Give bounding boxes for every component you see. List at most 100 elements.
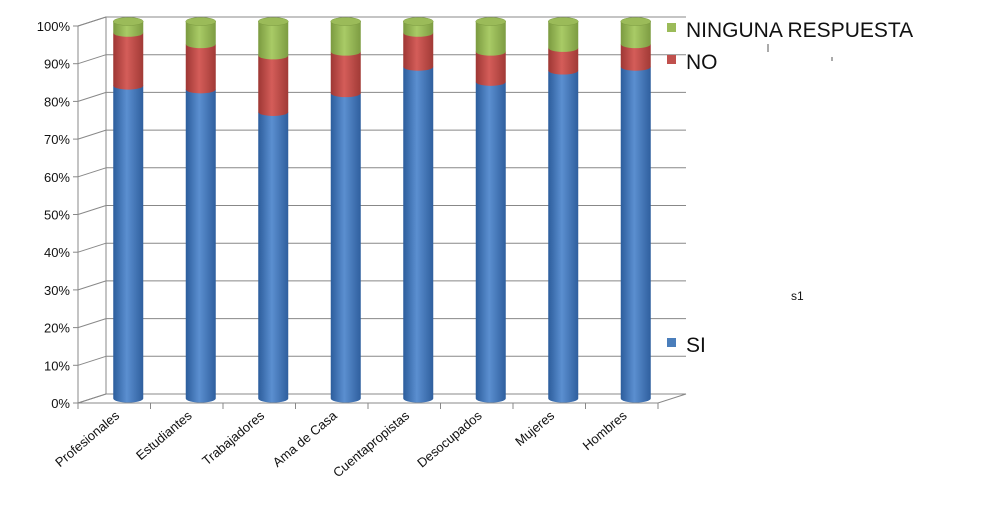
legend-swatch (667, 23, 676, 32)
bar-segment-ninguna-respuesta (403, 17, 434, 37)
gridline-side (77, 129, 107, 140)
cylinder-top (620, 17, 651, 26)
bar-segment-si (403, 66, 434, 403)
y-tick-label: 10% (44, 358, 70, 373)
gridline-side (77, 167, 107, 178)
y-tick-label: 60% (44, 170, 70, 185)
cylinder-body (185, 44, 216, 94)
cylinder-body (548, 47, 579, 75)
legend-swatch (667, 55, 676, 64)
stray-text: s1 (791, 289, 804, 303)
bar-segment-ninguna-respuesta (258, 17, 289, 60)
y-tick-label: 50% (44, 208, 70, 223)
x-category-label: Mujeres (512, 407, 557, 449)
cylinder-body (258, 55, 289, 116)
cylinder-body (113, 21, 144, 37)
gridline-side (77, 54, 107, 65)
bar-segment-no (475, 51, 506, 86)
bar-segment-no (548, 47, 579, 75)
bar-segment-si (475, 81, 506, 403)
x-category-label: Ama de Casa (270, 407, 341, 470)
cylinder-body (620, 44, 651, 71)
x-category-label: Estudiantes (133, 407, 195, 462)
bar-segment-ninguna-respuesta (475, 17, 506, 56)
y-tick-labels: 0% 10% 20% 30% 40% 50% 60% 70% 80% 90% 100% (37, 19, 71, 411)
cylinder-top (548, 17, 579, 26)
cylinder-body (185, 21, 216, 49)
cylinder-top (113, 17, 144, 26)
bar-segment-si (330, 93, 361, 403)
bar-segment-si (258, 111, 289, 403)
x-category-labels: Profesionales Estudiantes Trabajadores Ama … (52, 407, 630, 480)
cylinder-body (475, 21, 506, 56)
y-tick-label: 30% (44, 283, 70, 298)
cylinder-body (113, 32, 144, 90)
bar-segment-si (185, 89, 216, 403)
bar-segment-no (403, 32, 434, 71)
legend-label: NO (686, 51, 718, 74)
cylinder-body (113, 85, 144, 403)
cylinder-body (258, 21, 289, 60)
cylinder-body (330, 93, 361, 403)
bar-segment-si (113, 85, 144, 403)
gridline-side (77, 318, 107, 329)
cylinder-top (475, 17, 506, 26)
bar-segment-no (620, 44, 651, 71)
cylinder-body (548, 21, 579, 52)
legend-label: SI (686, 334, 706, 357)
floor (77, 393, 687, 404)
bar-segment-ninguna-respuesta (113, 17, 144, 37)
cylinder-top (258, 17, 289, 26)
legend: NINGUNA RESPUESTA NO SI (667, 19, 913, 357)
gridline-side (77, 242, 107, 253)
bar-segment-ninguna-respuesta (330, 17, 361, 56)
cylinder-body (403, 32, 434, 71)
gridline-side (77, 205, 107, 215)
gridline-side (77, 355, 107, 366)
x-category-label: Cuentapropistas (330, 407, 413, 480)
bar-segment-si (548, 70, 579, 403)
gridlines (73, 16, 686, 404)
x-category-label: Desocupados (414, 407, 485, 470)
y-tick-label: 80% (44, 94, 70, 109)
bar-segment-no (330, 51, 361, 98)
back-wall-top (77, 16, 686, 27)
cylinder-body (403, 21, 434, 37)
bars (113, 17, 651, 403)
cylinder-body (548, 70, 579, 403)
cylinder-top (185, 17, 216, 26)
y-tick-label: 70% (44, 132, 70, 147)
cylinder-body (330, 21, 361, 56)
cylinder-body (330, 51, 361, 98)
bar-segment-si (620, 66, 651, 403)
y-tick-label: 100% (37, 19, 71, 34)
x-category-label: Hombres (580, 407, 630, 453)
gridline-side (77, 280, 107, 291)
y-tick-label: 0% (51, 396, 70, 411)
cylinder-top (330, 17, 361, 26)
cylinder-body (185, 89, 216, 403)
bar-segment-no (113, 32, 144, 90)
bar-segment-ninguna-respuesta (548, 17, 579, 52)
bar-segment-ninguna-respuesta (185, 17, 216, 49)
bar-segment-ninguna-respuesta (620, 17, 651, 49)
cylinder-body (620, 66, 651, 403)
x-category-label: Trabajadores (199, 407, 267, 468)
cylinder-body (403, 66, 434, 403)
cylinder-body (258, 111, 289, 403)
bar-segment-no (258, 55, 289, 116)
gridline-side (77, 91, 107, 102)
legend-label: NINGUNA RESPUESTA (686, 19, 913, 42)
axes (77, 16, 687, 409)
y-tick-label: 20% (44, 321, 70, 336)
cylinder-top (403, 17, 434, 26)
cylinder-body (620, 21, 651, 49)
cylinder-body (475, 81, 506, 403)
bar-segment-no (185, 44, 216, 94)
cylinder-body (475, 51, 506, 86)
x-category-label: Profesionales (52, 407, 122, 469)
y-tick-label: 90% (44, 57, 70, 72)
legend-swatch (667, 338, 676, 347)
y-tick-label: 40% (44, 245, 70, 260)
